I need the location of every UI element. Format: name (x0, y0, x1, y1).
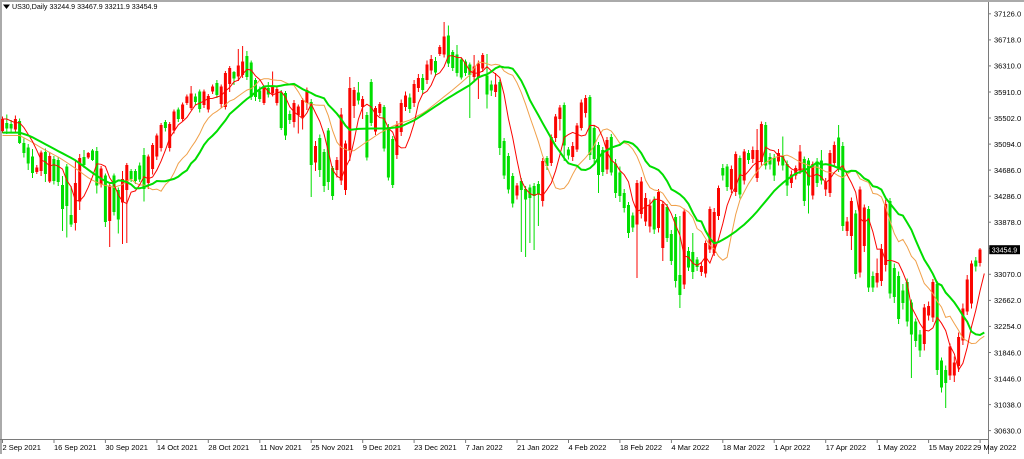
svg-text:30630.0: 30630.0 (994, 426, 1021, 435)
svg-text:31846.0: 31846.0 (994, 348, 1021, 357)
svg-text:35910.0: 35910.0 (994, 88, 1021, 97)
svg-text:33070.0: 33070.0 (994, 270, 1021, 279)
svg-text:1 May 2022: 1 May 2022 (877, 443, 916, 452)
svg-text:25 Nov 2021: 25 Nov 2021 (311, 443, 354, 452)
svg-text:2 Sep 2021: 2 Sep 2021 (3, 443, 41, 452)
svg-text:23 Dec 2021: 23 Dec 2021 (414, 443, 457, 452)
svg-text:15 May 2022: 15 May 2022 (929, 443, 972, 452)
svg-text:33878.0: 33878.0 (994, 218, 1021, 227)
svg-text:36718.0: 36718.0 (994, 36, 1021, 45)
svg-text:7 Jan 2022: 7 Jan 2022 (466, 443, 503, 452)
svg-text:34686.0: 34686.0 (994, 166, 1021, 175)
svg-text:18 Mar 2022: 18 Mar 2022 (723, 443, 765, 452)
svg-text:32662.0: 32662.0 (994, 296, 1021, 305)
svg-text:16 Sep 2021: 16 Sep 2021 (54, 443, 97, 452)
svg-text:18 Feb 2022: 18 Feb 2022 (620, 443, 662, 452)
svg-text:29 May 2022: 29 May 2022 (973, 443, 1016, 452)
svg-text:32254.0: 32254.0 (994, 322, 1021, 331)
svg-text:34286.0: 34286.0 (994, 192, 1021, 201)
svg-text:36310.0: 36310.0 (994, 62, 1021, 71)
svg-text:4 Mar 2022: 4 Mar 2022 (671, 443, 709, 452)
svg-text:28 Oct 2021: 28 Oct 2021 (208, 443, 249, 452)
svg-text:30 Sep 2021: 30 Sep 2021 (105, 443, 148, 452)
svg-text:37126.0: 37126.0 (994, 10, 1021, 19)
svg-text:31038.0: 31038.0 (994, 400, 1021, 409)
svg-text:17 Apr 2022: 17 Apr 2022 (826, 443, 866, 452)
svg-text:35502.0: 35502.0 (994, 114, 1021, 123)
svg-text:US30,Daily 33244.9 33467.9 33: US30,Daily 33244.9 33467.9 33211.9 33454… (12, 3, 157, 11)
svg-text:33454.9: 33454.9 (992, 248, 1017, 255)
svg-text:9 Dec 2021: 9 Dec 2021 (363, 443, 401, 452)
svg-text:21 Jan 2022: 21 Jan 2022 (517, 443, 558, 452)
svg-text:35094.0: 35094.0 (994, 140, 1021, 149)
svg-text:31446.0: 31446.0 (994, 374, 1021, 383)
svg-text:4 Feb 2022: 4 Feb 2022 (569, 443, 607, 452)
svg-text:14 Oct 2021: 14 Oct 2021 (157, 443, 198, 452)
svg-text:1 Apr 2022: 1 Apr 2022 (774, 443, 810, 452)
svg-text:11 Nov 2021: 11 Nov 2021 (260, 443, 302, 452)
